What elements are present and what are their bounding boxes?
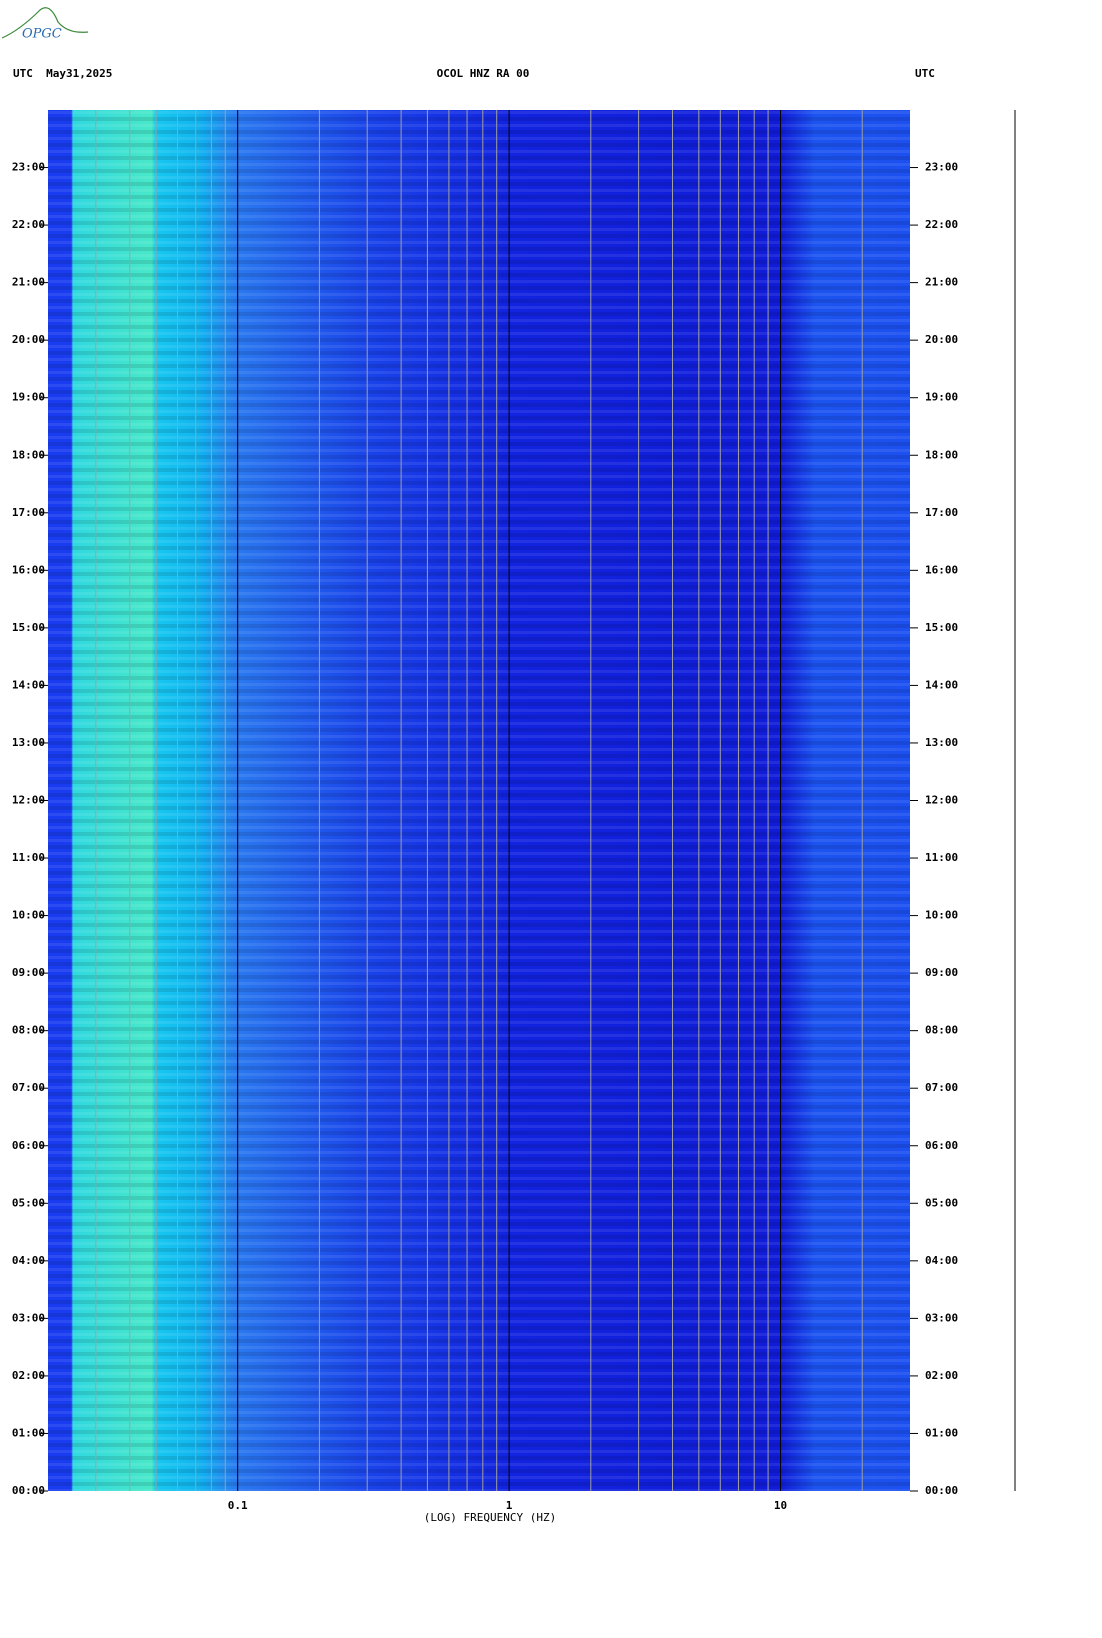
y-tick-label: 12:00 [12, 794, 45, 807]
y-tick-label: 07:00 [12, 1081, 45, 1094]
logo: OPGC [1, 7, 89, 42]
y-tick-label: 01:00 [12, 1426, 45, 1439]
x-axis-label: (LOG) FREQUENCY (HZ) [424, 1511, 556, 1524]
y-tick-label-right: 17:00 [925, 506, 958, 519]
y-tick-label-right: 14:00 [925, 678, 958, 691]
y-tick-label-right: 04:00 [925, 1254, 958, 1267]
y-tick-label-right: 05:00 [925, 1196, 958, 1209]
y-tick-label: 17:00 [12, 506, 45, 519]
y-tick-label-right: 08:00 [925, 1024, 958, 1037]
chart-title: OCOL HNZ RA 00 [437, 67, 530, 80]
y-tick-label: 10:00 [12, 909, 45, 922]
y-tick-label: 13:00 [12, 736, 45, 749]
y-tick-label-right: 06:00 [925, 1139, 958, 1152]
y-tick-label-right: 07:00 [925, 1081, 958, 1094]
y-tick-label: 05:00 [12, 1196, 45, 1209]
y-tick-label: 22:00 [12, 218, 45, 231]
y-tick-label-right: 10:00 [925, 909, 958, 922]
y-tick-label-right: 12:00 [925, 794, 958, 807]
y-tick-label: 16:00 [12, 563, 45, 576]
y-tick-label-right: 15:00 [925, 621, 958, 634]
y-tick-label: 08:00 [12, 1024, 45, 1037]
logo-text: OPGC [22, 27, 62, 42]
y-tick-label-right: 02:00 [925, 1369, 958, 1382]
y-tick-label: 09:00 [12, 966, 45, 979]
title-left: UTC May31,2025 [13, 67, 112, 80]
y-tick-label: 23:00 [12, 161, 45, 174]
spectrogram-texture [48, 110, 910, 1491]
y-tick-label-right: 23:00 [925, 161, 958, 174]
y-tick-label: 20:00 [12, 333, 45, 346]
y-tick-label: 14:00 [12, 678, 45, 691]
y-tick-label-right: 22:00 [925, 218, 958, 231]
y-tick-label-right: 20:00 [925, 333, 958, 346]
y-tick-label-right: 16:00 [925, 563, 958, 576]
y-tick-label: 11:00 [12, 851, 45, 864]
y-tick-label-right: 09:00 [925, 966, 958, 979]
y-tick-label: 19:00 [12, 391, 45, 404]
y-tick-label: 04:00 [12, 1254, 45, 1267]
y-tick-label-right: 18:00 [925, 448, 958, 461]
y-tick-label-right: 19:00 [925, 391, 958, 404]
y-tick-label: 03:00 [12, 1311, 45, 1324]
y-tick-label: 00:00 [12, 1484, 45, 1497]
y-tick-label: 15:00 [12, 621, 45, 634]
y-tick-label-right: 13:00 [925, 736, 958, 749]
y-tick-label: 06:00 [12, 1139, 45, 1152]
y-tick-label: 02:00 [12, 1369, 45, 1382]
y-tick-label-right: 00:00 [925, 1484, 958, 1497]
x-tick-label: 1 [506, 1499, 513, 1512]
y-tick-label: 21:00 [12, 276, 45, 289]
y-tick-label-right: 01:00 [925, 1426, 958, 1439]
y-tick-label: 18:00 [12, 448, 45, 461]
y-tick-label-right: 21:00 [925, 276, 958, 289]
x-tick-label: 0.1 [228, 1499, 248, 1512]
title-right: UTC [915, 67, 935, 80]
y-tick-label-right: 11:00 [925, 851, 958, 864]
y-tick-label-right: 03:00 [925, 1311, 958, 1324]
x-tick-label: 10 [774, 1499, 787, 1512]
